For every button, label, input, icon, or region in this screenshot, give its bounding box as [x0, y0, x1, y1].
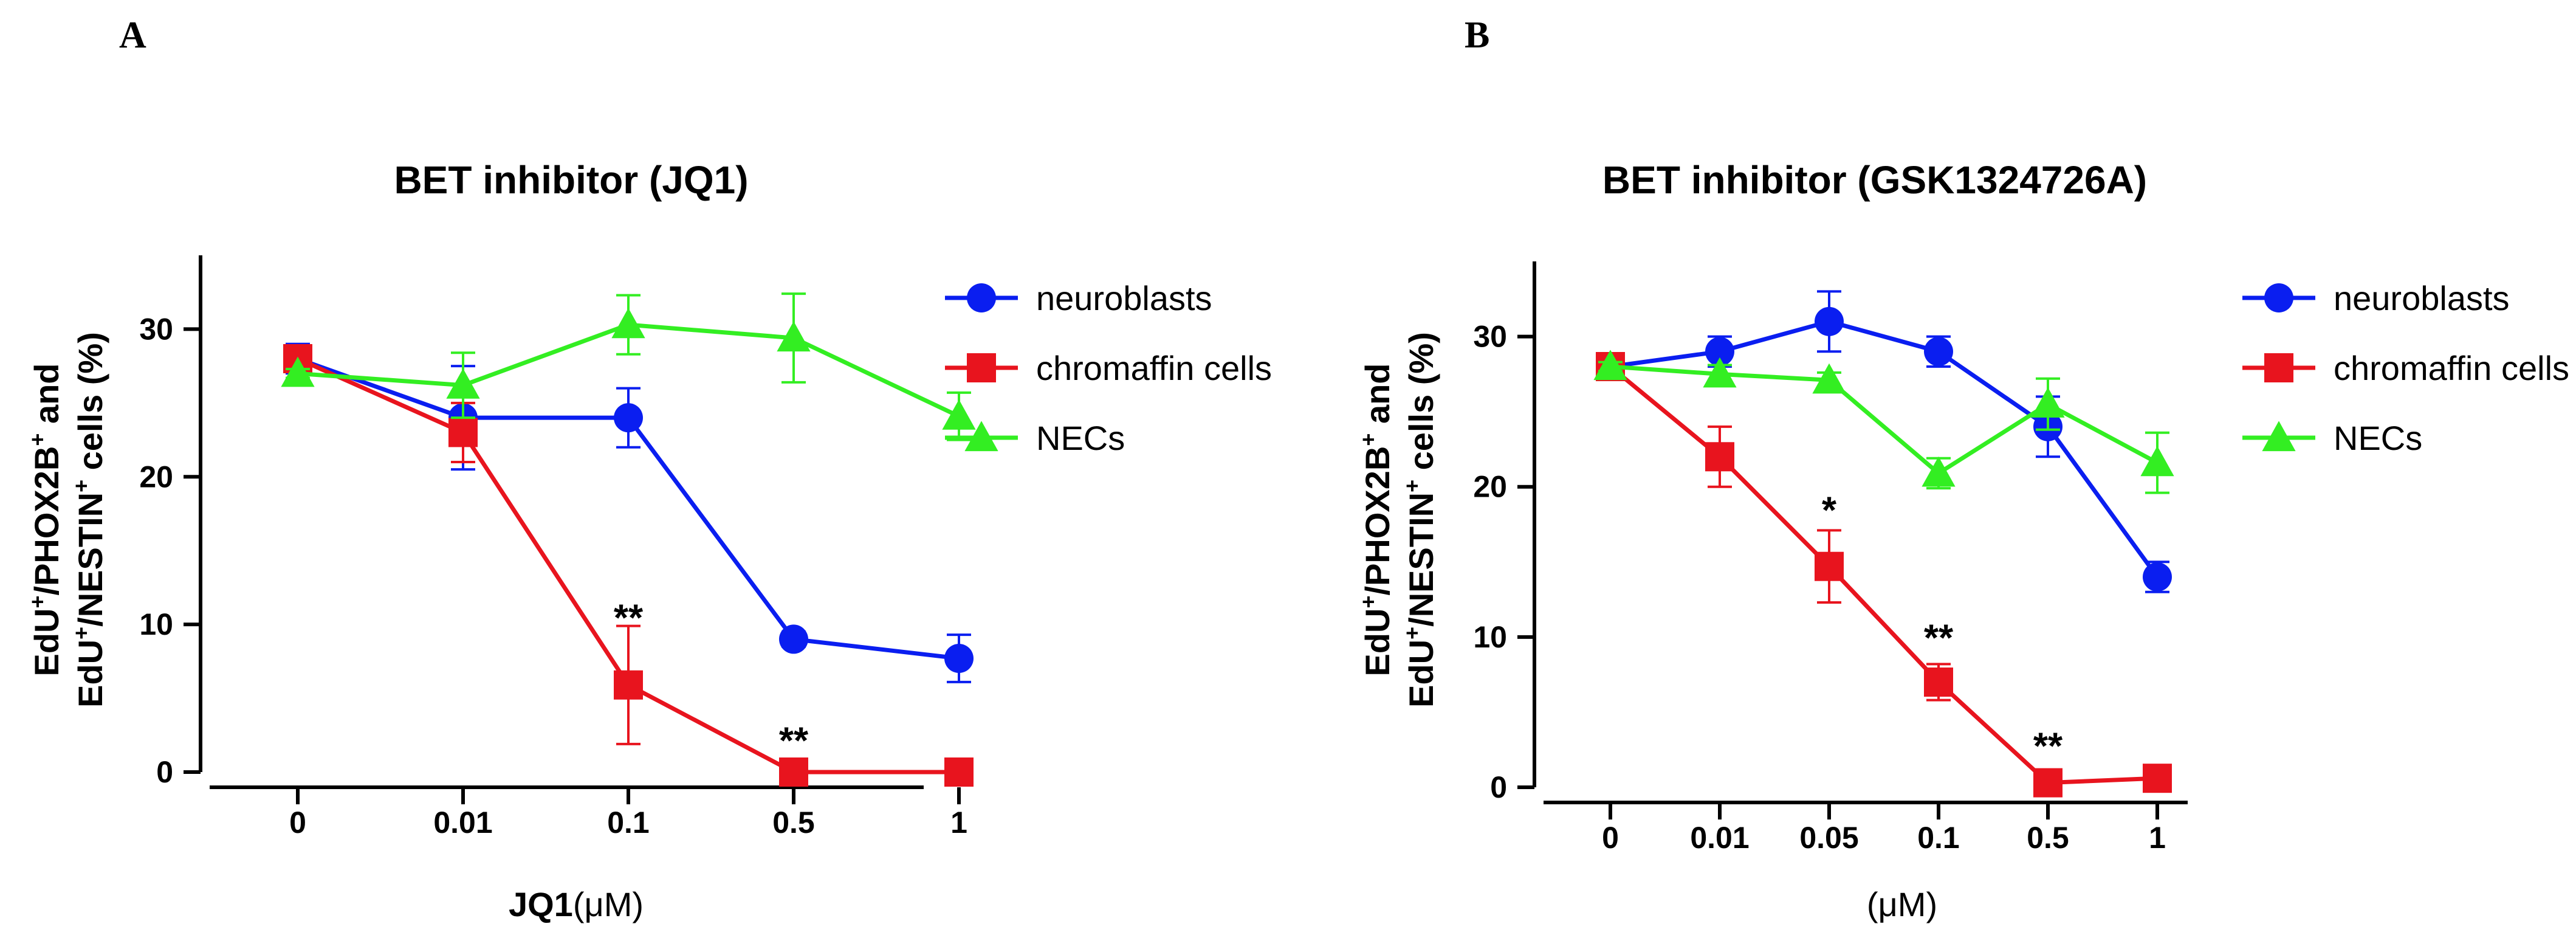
data-point: [281, 356, 315, 387]
data-point: [611, 308, 645, 339]
chart-title-a: BET inhibitor (JQ1): [394, 158, 748, 202]
x-tick-label: 0.05: [1799, 821, 1858, 855]
significance-marker: *: [1822, 489, 1837, 531]
data-point: [1815, 551, 1844, 581]
data-point: [1815, 306, 1844, 336]
y-tick-label: 30: [1473, 320, 1507, 354]
legend-item: NECs: [2242, 419, 2422, 457]
data-point: [944, 644, 974, 673]
plot-area-a: 0 10 20 30 0 0.01 0.1 0.5 1 ** **: [139, 255, 976, 840]
significance-marker: **: [2033, 725, 2063, 767]
data-point: [614, 403, 643, 433]
series-line: [1610, 364, 2159, 476]
data-point: [1593, 350, 1627, 381]
x-tick-label: 1: [2149, 821, 2166, 855]
x-tick-label: 0.5: [2027, 821, 2069, 855]
data-point: [1922, 456, 1956, 487]
legend-marker: [2264, 353, 2293, 382]
x-tick-label: 0.01: [433, 806, 492, 840]
data-point: [944, 757, 974, 787]
y-axis-label-b-line2: EdU+/NESTIN+ cells (%): [1400, 332, 1440, 708]
legend-label: chromaffin cells: [2334, 349, 2569, 387]
x-axis-label-b: (μM): [1867, 885, 1937, 923]
panel-b: B BET inhibitor (GSK1324726A) EdU+/PHOX2…: [1356, 15, 2569, 923]
series-line: [1610, 319, 2159, 579]
data-point: [1924, 668, 1953, 697]
legend-marker: [967, 283, 996, 312]
data-point: [1812, 363, 1846, 394]
data-point: [779, 624, 808, 654]
legend-marker: [2262, 421, 2296, 452]
series-line: [1609, 365, 2158, 785]
series-NECs: [1593, 350, 2174, 494]
data-point: [1924, 337, 1953, 367]
data-point: [448, 418, 478, 447]
y-tick-label: 0: [156, 755, 173, 789]
x-tick-label: 0: [1602, 821, 1619, 855]
data-point: [942, 399, 976, 430]
x-tick-label: 0.1: [607, 806, 650, 840]
significance-marker: **: [1924, 617, 1954, 659]
legend-item: NECs: [945, 419, 1125, 457]
y-tick-label: 10: [1473, 620, 1507, 654]
significance-marker: **: [614, 598, 644, 640]
data-point: [2031, 387, 2065, 418]
panel-letter-a: A: [119, 15, 146, 56]
y-axis-label-a: EdU+/PHOX2B+ and EdU+/NESTIN+ cells (%): [25, 332, 109, 708]
data-point: [2143, 764, 2172, 793]
legend-item: neuroblasts: [945, 279, 1212, 317]
series-NECs: [281, 292, 976, 441]
data-point: [779, 757, 808, 787]
y-tick-label: 10: [139, 607, 173, 641]
legend-marker: [2264, 283, 2293, 312]
legend-item: neuroblasts: [2242, 279, 2510, 317]
y-axis-label-b-line1: EdU+/PHOX2B+ and: [1356, 363, 1396, 676]
y-tick-label: 0: [1490, 770, 1507, 804]
y-axis-label-b: EdU+/PHOX2B+ and EdU+/NESTIN+ cells (%): [1356, 332, 1440, 708]
legend-label: neuroblasts: [1036, 279, 1212, 317]
series-chromaffin-cells: [1596, 352, 2172, 798]
data-point: [777, 321, 811, 352]
x-axis-label-a: JQ1(μM): [509, 885, 644, 923]
legend-marker: [964, 421, 998, 452]
legend-b: neuroblasts chromaffin cells NECs: [2242, 279, 2569, 457]
y-tick-label: 20: [139, 460, 173, 494]
legend-marker: [967, 353, 996, 382]
data-point: [446, 368, 480, 399]
data-point: [1705, 337, 1734, 367]
y-axis-label-a-line2: EdU+/NESTIN+ cells (%): [69, 332, 109, 708]
x-tick-label: 0.5: [772, 806, 815, 840]
y-tick-label: 30: [139, 312, 173, 346]
legend-label: neuroblasts: [2334, 279, 2510, 317]
series-neuroblasts: [1596, 290, 2172, 593]
data-point: [2143, 562, 2172, 592]
x-tick-label: 0.1: [1917, 821, 1960, 855]
legend-item: chromaffin cells: [945, 349, 1272, 387]
x-tick-label: 0: [289, 806, 306, 840]
panel-a: A BET inhibitor (JQ1) EdU+/PHOX2B+ and E…: [25, 15, 1272, 923]
data-point: [1703, 357, 1737, 388]
legend-item: chromaffin cells: [2242, 349, 2569, 387]
data-point: [2140, 446, 2174, 477]
data-point: [1705, 442, 1734, 472]
significance-marker: **: [779, 720, 809, 762]
legend-label: NECs: [1036, 419, 1125, 457]
chart-title-b: BET inhibitor (GSK1324726A): [1602, 158, 2147, 202]
x-tick-label: 0.01: [1690, 821, 1749, 855]
data-point: [614, 670, 643, 700]
legend-a: neuroblasts chromaffin cells NECs: [945, 279, 1272, 457]
x-tick-label: 1: [950, 806, 967, 840]
legend-label: chromaffin cells: [1036, 349, 1272, 387]
y-tick-label: 20: [1473, 470, 1507, 504]
data-point: [2033, 768, 2063, 798]
legend-label: NECs: [2334, 419, 2422, 457]
y-axis-label-a-line1: EdU+/PHOX2B+ and: [25, 363, 66, 676]
panel-letter-b: B: [1465, 15, 1489, 56]
